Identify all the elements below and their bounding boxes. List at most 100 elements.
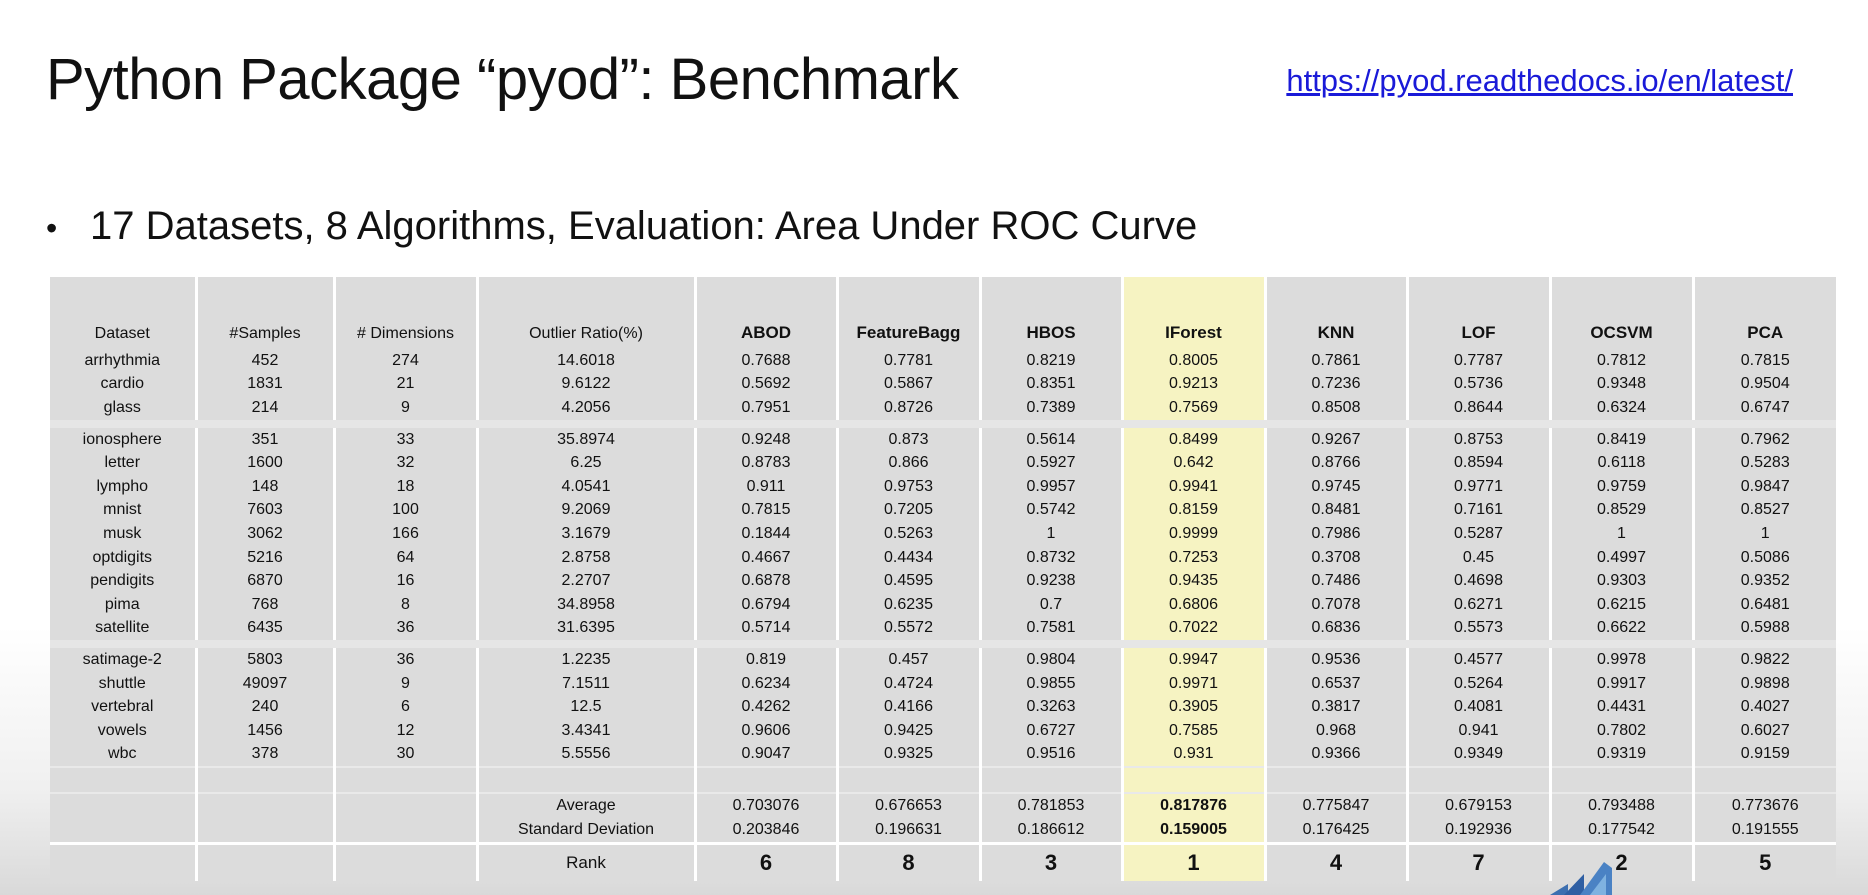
table-cell: 0.4577 — [1405, 640, 1550, 672]
column-header-ocsvm: OCSVM — [1548, 277, 1693, 349]
table-cell: 0.8219 — [978, 349, 1122, 373]
table-row: ionosphere 351 33 35.8974 0.9248 0.873 0.5614 0… — [50, 419, 1836, 452]
table-row: mnist 7603 100 9.2069 0.7815 0.7205 0.5742 0.81… — [50, 498, 1836, 523]
table-cell: 0.8419 — [1548, 419, 1693, 452]
table-cell: 1831 — [194, 372, 334, 397]
summary-value: 0.781853 — [978, 793, 1122, 819]
rank-row: Rank 6 8 3 1 4 7 2 5 — [50, 842, 1836, 882]
table-cell: 0.7389 — [978, 396, 1122, 424]
table-cell: 0.4724 — [835, 671, 980, 696]
bullet-icon: • — [46, 210, 58, 247]
empty-cell — [332, 818, 477, 844]
table-cell: 2.8758 — [475, 545, 695, 570]
table-cell: 214 — [194, 396, 334, 424]
empty-cell — [194, 842, 334, 882]
table-cell: 1600 — [194, 451, 334, 475]
table-row: optdigits 5216 64 2.8758 0.4667 0.4434 0.8732 0… — [50, 545, 1836, 570]
table-cell: 0.8732 — [978, 545, 1122, 570]
table-row: shuttle 49097 9 7.1511 0.6234 0.4724 0.9855 0.9… — [50, 671, 1836, 696]
summary-value: 0.176425 — [1263, 818, 1407, 844]
empty-cell — [475, 766, 695, 795]
table-cell: 0.7815 — [693, 498, 837, 523]
table-cell: 0.4667 — [693, 545, 837, 570]
table-cell: 0.9303 — [1548, 569, 1693, 593]
table-cell: 0.866 — [835, 451, 980, 475]
rank-value: 1 — [1120, 842, 1265, 882]
table-cell: 32 — [332, 451, 477, 475]
column-header-dataset: Dataset — [50, 277, 196, 349]
benchmark-table: Dataset #Samples # Dimensions Outlier Ratio… — [50, 277, 1836, 882]
table-cell: 9.2069 — [475, 498, 695, 523]
table-cell: 0.7205 — [835, 498, 980, 523]
table-cell: 0.7781 — [835, 349, 980, 373]
rank-value: 5 — [1691, 842, 1836, 882]
dataset-name-cell: lympho — [50, 474, 196, 499]
table-cell: 0.457 — [835, 640, 980, 672]
table-cell: 0.4434 — [835, 545, 980, 570]
table-cell: 0.8159 — [1120, 498, 1265, 523]
table-cell: 0.5988 — [1691, 616, 1836, 645]
dataset-name-cell: pima — [50, 592, 196, 617]
table-row: musk 3062 166 3.1679 0.1844 0.5263 1 0.9999 0.79… — [50, 522, 1836, 546]
table-cell: 0.9213 — [1120, 372, 1265, 397]
table-row: wbc 378 30 5.5556 0.9047 0.9325 0.9516 0.931 0.9… — [50, 742, 1836, 768]
table-cell: 12.5 — [475, 695, 695, 719]
table-cell: 0.5572 — [835, 616, 980, 645]
column-header-abod: ABOD — [693, 277, 837, 349]
dataset-name-cell: ionosphere — [50, 419, 196, 452]
table-cell: 4.2056 — [475, 396, 695, 424]
table-cell: 0.7986 — [1263, 522, 1407, 546]
table-cell: 9 — [332, 396, 477, 424]
summary-value: 0.773676 — [1691, 793, 1836, 819]
table-cell: 0.7022 — [1120, 616, 1265, 645]
table-cell: 2.2707 — [475, 569, 695, 593]
docs-link[interactable]: https://pyod.readthedocs.io/en/latest/ — [1286, 63, 1793, 98]
table-cell: 36 — [332, 616, 477, 645]
table-cell: 0.9238 — [978, 569, 1122, 593]
table-cell: 12 — [332, 718, 477, 743]
table-cell: 0.7815 — [1691, 349, 1836, 373]
table-cell: 0.4431 — [1548, 695, 1693, 719]
table-cell: 0.6622 — [1548, 616, 1693, 645]
dataset-name-cell: glass — [50, 396, 196, 424]
table-cell: 0.6836 — [1263, 616, 1407, 645]
table-cell: 0.7486 — [1263, 569, 1407, 593]
table-cell: 0.9267 — [1263, 419, 1407, 452]
table-cell: 7603 — [194, 498, 334, 523]
table-cell: 0.8726 — [835, 396, 980, 424]
table-cell: 1 — [1691, 522, 1836, 546]
corner-logo-icon — [1550, 862, 1612, 895]
empty-cell — [332, 842, 477, 882]
dataset-name-cell: vertebral — [50, 695, 196, 719]
table-cell: 0.8753 — [1405, 419, 1550, 452]
summary-label: Standard Deviation — [475, 818, 695, 844]
dataset-name-cell: arrhythmia — [50, 349, 196, 373]
table-cell: 0.911 — [693, 474, 837, 499]
table-cell: 33 — [332, 419, 477, 452]
table-cell: 100 — [332, 498, 477, 523]
table-cell: 0.5287 — [1405, 522, 1550, 546]
table-cell: 0.6235 — [835, 592, 980, 617]
table-row: arrhythmia 452 274 14.6018 0.7688 0.7781 0.821… — [50, 349, 1836, 373]
dataset-name-cell: optdigits — [50, 545, 196, 570]
table-cell: 0.5573 — [1405, 616, 1550, 645]
table-cell: 0.9947 — [1120, 640, 1265, 672]
slide-title: Python Package “pyod”: Benchmark — [46, 47, 959, 112]
table-cell: 0.3905 — [1120, 695, 1265, 719]
table-row: satimage-2 5803 36 1.2235 0.819 0.457 0.9804 0.… — [50, 640, 1836, 672]
rank-value: 4 — [1263, 842, 1407, 882]
table-cell: 0.9759 — [1548, 474, 1693, 499]
table-cell: 1.2235 — [475, 640, 695, 672]
table-row: letter 1600 32 6.25 0.8783 0.866 0.5927 0.642 0.… — [50, 451, 1836, 475]
empty-cell — [50, 818, 196, 844]
table-cell: 0.6878 — [693, 569, 837, 593]
table-cell: 0.6324 — [1548, 396, 1693, 424]
table-cell: 0.7161 — [1405, 498, 1550, 523]
rank-value: 3 — [978, 842, 1122, 882]
table-cell: 0.1844 — [693, 522, 837, 546]
dataset-name-cell: satellite — [50, 616, 196, 645]
table-cell: 0.5263 — [835, 522, 980, 546]
table-cell: 0.8499 — [1120, 419, 1265, 452]
table-cell: 166 — [332, 522, 477, 546]
table-cell: 0.3708 — [1263, 545, 1407, 570]
